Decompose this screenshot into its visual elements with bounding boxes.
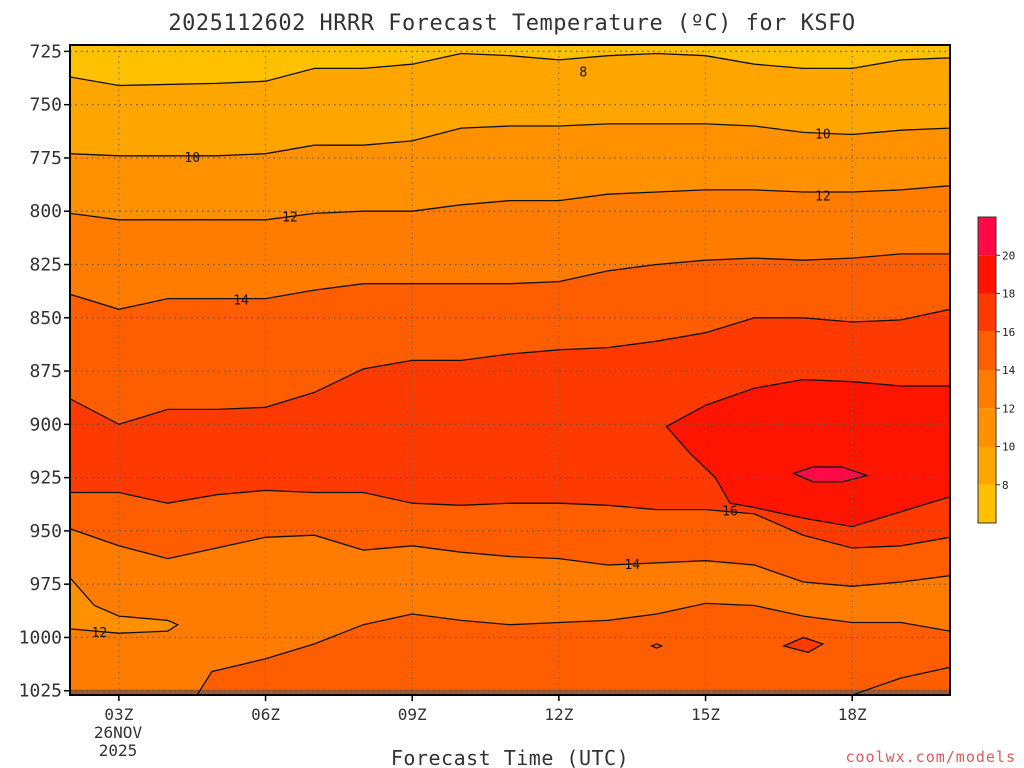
x-tick-label-18Z: 18Z [838,705,867,724]
contour-label-10-1-1: 10 [815,128,831,143]
x-tick-label-06Z: 06Z [251,705,280,724]
colorbar-swatch-5 [978,408,996,447]
x-tick-label-15Z: 15Z [691,705,720,724]
x-axis-label: Forecast Time (UTC) [391,746,629,768]
colorbar-label-16: 16 [1002,326,1015,339]
contour-14-11 [196,658,266,695]
colorbar-swatch-0 [978,217,996,256]
contour-14-13 [781,636,825,654]
contour-label-12-2-1: 12 [815,189,831,204]
colorbar-swatch-3 [978,331,996,370]
colorbar-label-20: 20 [1002,249,1015,262]
y-tick-label-950: 950 [29,521,62,542]
contour-14-12 [851,666,950,695]
ground-strip [70,689,950,695]
colorbar-swatch-6 [978,446,996,485]
contour-14-10 [265,602,950,660]
y-axis-ticks: 725 750 775 800 825 850 875 900 925 950 975 1000 102… [19,41,70,702]
grid-lines [70,45,950,695]
band-18-20 [666,379,950,527]
colorbar-label-18: 18 [1002,288,1015,301]
colorbar-label-12: 12 [1002,402,1015,415]
y-tick-label-900: 900 [29,414,62,435]
contour-14-14 [650,643,664,649]
contour-label-12-2-0: 12 [282,211,298,226]
colorbar-swatch-2 [978,293,996,332]
plot-frame [69,44,951,696]
y-tick-label-1000: 1000 [19,627,62,648]
contour-label-16-5-0: 16 [722,505,738,520]
contour-label-14-4-0: 14 [624,558,640,573]
colorbar: 8 10 12 14 16 18 20 [977,216,1016,524]
contour-16-6 [70,489,950,549]
colorbar-label-14: 14 [1002,364,1016,377]
contour-labels: 8 10 10 12 12 14 14 16 12 [92,66,831,641]
contour-14-4 [70,528,950,587]
contour-label-10-1-0: 10 [184,151,200,166]
x-tick-label-03Z: 03Z [104,705,133,724]
contour-18-7 [665,378,950,528]
colorbar-label-8: 8 [1002,479,1009,492]
colorbar-swatch-1 [978,255,996,294]
y-tick-label-875: 875 [29,361,62,382]
contour-10-1 [70,123,950,157]
contour-label-12-9-0: 12 [92,626,108,641]
colorbar-swatch-7 [978,484,996,523]
contour-16-5 [70,308,950,425]
chart-title: 2025112602 HRRR Forecast Temperature (ºC… [168,11,855,36]
y-tick-label-825: 825 [29,255,62,276]
contour-label-14-3-0: 14 [233,294,249,309]
y-tick-label-850: 850 [29,308,62,329]
contour-lines [70,52,950,695]
y-tick-label-750: 750 [29,95,62,116]
contour-label-8-0-0: 8 [579,66,587,81]
y-tick-label-1025: 1025 [19,681,62,702]
x-tick-label-09Z: 09Z [398,705,427,724]
x-date-year: 2025 [99,741,138,760]
y-tick-label-975: 975 [29,574,62,595]
temperature-bands [70,45,950,695]
contour-20-8 [791,466,870,483]
x-axis-ticks: 03Z 06Z 09Z 12Z 15Z 18Z [104,695,867,724]
contour-8-0 [70,52,950,87]
x-tick-label-12Z: 12Z [544,705,573,724]
contour-14-3 [70,253,950,310]
contour-12-9 [70,577,179,634]
band-above-20 [793,467,867,482]
y-tick-label-925: 925 [29,468,62,489]
ground-layer [70,689,950,695]
x-date-day: 26NOV [94,723,143,742]
y-tick-label-800: 800 [29,201,62,222]
y-tick-label-775: 775 [29,148,62,169]
watermark: coolwx.com/models [845,748,1016,766]
contour-12-2 [70,185,950,221]
colorbar-swatch-4 [978,370,996,409]
band-14-16-surface [197,603,950,695]
y-tick-label-725: 725 [29,41,62,62]
colorbar-label-10: 10 [1002,441,1015,454]
